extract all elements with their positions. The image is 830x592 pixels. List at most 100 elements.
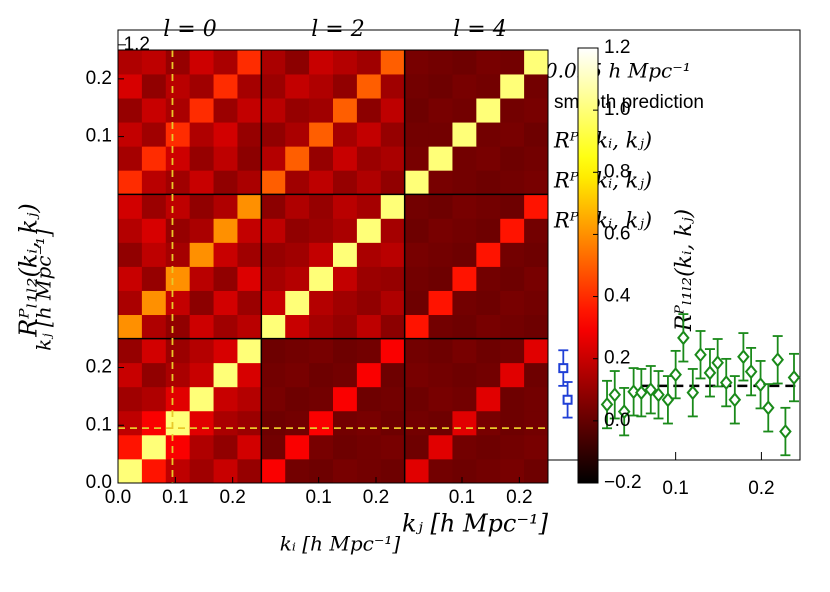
heatmap-cell	[333, 50, 358, 75]
heatmap-cell	[500, 386, 525, 412]
heatmap-cell	[333, 362, 358, 388]
heatmap-cell	[189, 386, 214, 412]
heatmap-cell	[500, 458, 525, 484]
data-point	[652, 387, 665, 403]
heatmap-cell	[524, 194, 549, 219]
heatmap-cells	[118, 50, 549, 484]
heatmap-cell	[404, 362, 429, 388]
y-tick-label: 0.2	[86, 68, 112, 89]
heatmap-cell	[237, 122, 262, 147]
heatmap-cell	[452, 50, 477, 75]
heatmap-cell	[428, 218, 453, 243]
heatmap-cell	[356, 338, 382, 364]
heatmap-cell	[165, 338, 191, 364]
heatmap-cell	[189, 74, 214, 99]
heatmap-cell	[285, 338, 310, 364]
error-bar-group	[719, 357, 733, 408]
heatmap-cell	[189, 218, 214, 243]
data-point	[761, 400, 775, 416]
heatmap-cell	[333, 242, 358, 267]
heatmap-cell	[333, 146, 358, 171]
heatmap-cell	[165, 290, 191, 316]
heatmap-cell	[380, 74, 406, 99]
heatmap-cell	[333, 386, 358, 412]
heatmap-cell	[428, 434, 453, 460]
heatmap-cell	[500, 362, 525, 388]
colorbar-tick-label: −0.2	[604, 472, 642, 493]
error-bar-group	[686, 368, 700, 418]
heatmap-cell	[237, 50, 262, 75]
heatmap-cell	[309, 314, 334, 340]
heatmap-cell	[237, 410, 262, 436]
heatmap-cell	[141, 74, 167, 99]
heatmap-cell	[118, 194, 143, 219]
heatmap-cell	[118, 146, 143, 171]
heatmap-cell	[500, 338, 525, 364]
heatmap-cell	[524, 434, 549, 460]
heatmap-cell	[524, 410, 549, 436]
heatmap-cell	[356, 314, 382, 340]
heatmap-cell	[452, 218, 477, 243]
heatmap-cell	[356, 290, 382, 316]
heatmap-cell	[189, 362, 214, 388]
heatmap-cell	[428, 338, 453, 364]
heatmap-cell	[141, 314, 167, 340]
heatmap-cell	[213, 338, 238, 364]
data-point	[558, 363, 569, 374]
heatmap-cell	[476, 146, 501, 171]
heatmap-cell	[356, 362, 382, 388]
heatmap-cell	[524, 74, 549, 99]
heatmap-cell	[309, 266, 334, 291]
heatmap-cell	[213, 362, 238, 388]
heatmap-cell	[500, 98, 525, 123]
heatmap-cell	[356, 122, 382, 147]
heatmap-cell	[261, 338, 286, 364]
heatmap-cell	[285, 242, 310, 267]
heatmap-cell	[309, 218, 334, 243]
heatmap-cell	[452, 290, 477, 316]
colorbar-tick-label: 0.0	[604, 410, 630, 431]
heatmap-cell	[309, 242, 334, 267]
heatmap-cell	[452, 194, 477, 219]
heatmap-cell	[237, 314, 262, 340]
error-bar-group	[608, 370, 622, 420]
heatmap-cell	[524, 338, 549, 364]
heatmap-cell	[165, 434, 191, 460]
error-bar-group	[737, 332, 750, 382]
heatmap-cell	[500, 434, 525, 460]
heatmap-cell	[500, 74, 525, 99]
error-bar-group	[787, 352, 801, 403]
heatmap-cell	[333, 434, 358, 460]
heatmap-cell	[213, 194, 238, 219]
heatmap-cell	[118, 458, 143, 484]
heatmap-cell	[428, 266, 453, 291]
heatmap-cell	[213, 458, 238, 484]
heatmap-cell	[309, 194, 334, 219]
heatmap-cell	[404, 194, 429, 219]
heatmap-cell	[428, 314, 453, 340]
error-bar-group	[661, 375, 675, 425]
heatmap-cell	[500, 170, 525, 195]
error-bar-group	[711, 338, 724, 388]
data-point	[627, 384, 640, 400]
heatmap-cell	[189, 170, 214, 195]
heatmap-cell	[428, 386, 453, 412]
heatmap-cell	[141, 50, 167, 75]
x-tick-label: 0.2	[219, 487, 245, 508]
heatmap-cell	[333, 290, 358, 316]
heatmap-cell	[380, 458, 406, 484]
heatmap-cell	[141, 122, 167, 147]
heatmap-cell	[141, 458, 167, 484]
heatmap-cell	[213, 218, 238, 243]
data-point	[787, 369, 801, 386]
heatmap-cell	[213, 170, 238, 195]
heatmap-cell	[476, 386, 501, 412]
heatmap-cell	[452, 434, 477, 460]
heatmap-cell	[428, 98, 453, 123]
colorbar-tick-label: 0.6	[604, 223, 630, 244]
heatmap-cell	[404, 122, 429, 147]
heatmap-cell	[309, 458, 334, 484]
heatmap-cell	[356, 194, 382, 219]
heatmap-cell	[118, 242, 143, 267]
